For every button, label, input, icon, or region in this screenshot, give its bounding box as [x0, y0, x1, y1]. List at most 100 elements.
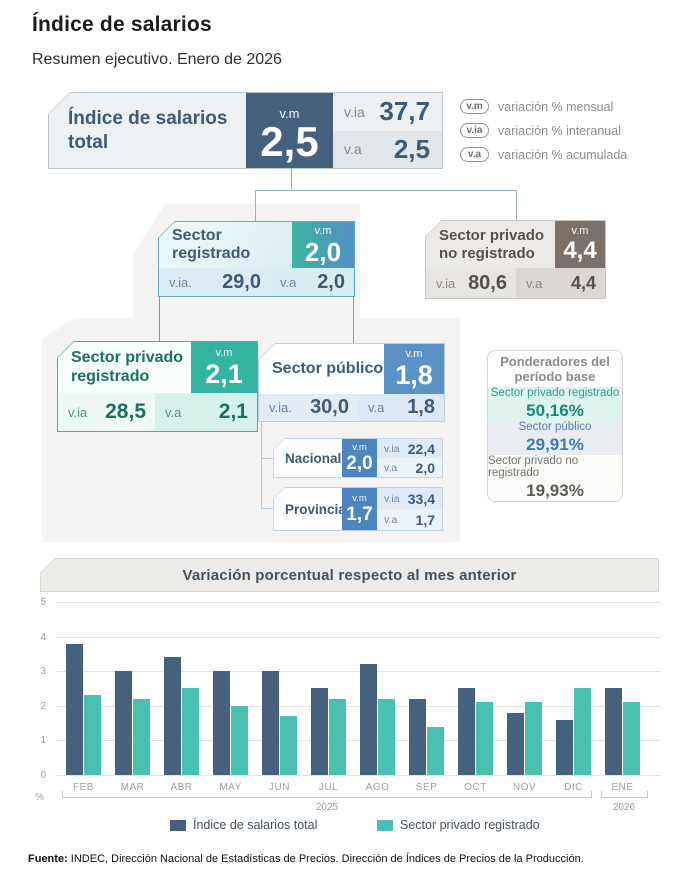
va-label: v.a [384, 513, 398, 526]
sector-registrado-va-cell: v.a 2,0 [270, 268, 354, 296]
provincial-box: Provincial v.m 1,7 v.ia 33,4 v.a 1,7 [273, 487, 443, 531]
privado-series-swatch [377, 819, 393, 831]
connector-stub-nacional [261, 458, 273, 459]
nacional-title: Nacional [274, 439, 342, 477]
year-label-2025: 2025 [315, 802, 339, 813]
vm-label: v.m [279, 106, 300, 121]
provincial-title: Provincial [274, 488, 350, 530]
bar-dic-total [556, 720, 573, 775]
bar-oct-privado [476, 702, 493, 775]
via-label: v.ia [384, 492, 400, 505]
x-axis-month-label: AGO [365, 782, 390, 793]
sector-privado-registrado-box: Sector privado registrado v.m 2,1 v.ia 2… [57, 341, 258, 432]
connector-to-no-registrado [516, 190, 517, 220]
va-value: 2,1 [218, 400, 248, 423]
y-axis-tick-label: 3 [40, 666, 46, 678]
va-value: 2,0 [317, 270, 345, 293]
via-value: 22,4 [407, 440, 435, 457]
total-side-columns: v.ia 37,7 v.a 2,5 [333, 93, 442, 168]
page-title: Índice de salarios [32, 13, 212, 36]
vm-value: 4,4 [563, 237, 597, 264]
source-text: INDEC, Dirección Nacional de Estadística… [67, 853, 584, 865]
bar-nov-privado [525, 702, 542, 775]
sector-publico-va-cell: v.a 1,8 [358, 394, 444, 421]
vm-value: 1,7 [346, 503, 373, 525]
spnr-va-cell: v.a 4,4 [516, 268, 605, 298]
ponderador-row: Sector privado no registrado 19,93% [488, 454, 622, 501]
chart-legend-item-privado: Sector privado registrado [377, 818, 540, 832]
via-value: 37,7 [379, 96, 430, 127]
bar-jun-total [262, 671, 279, 775]
spr-title: Sector privado registrado [58, 342, 191, 393]
total-box-title: Índice de salarios total [49, 93, 246, 168]
x-axis-month-label: MAR [120, 782, 145, 793]
x-axis-month-label: SEP [415, 782, 438, 793]
bar-feb-privado [84, 695, 101, 775]
chart-title-bar: Variación porcentual respecto al mes ant… [40, 558, 659, 592]
x-axis-month-label: ABR [170, 782, 193, 793]
vm-pill-label: variación % mensual [498, 99, 614, 114]
va-pill: v.a [460, 147, 489, 162]
bar-ago-total [360, 664, 377, 775]
connector-publico-children [261, 422, 262, 509]
via-value: 28,5 [105, 400, 146, 423]
nacional-via-cell: v.ia 22,4 [377, 439, 442, 458]
via-label: v.ia [344, 103, 365, 120]
x-axis-month-label: JUL [318, 782, 339, 793]
sector-registrado-title: Sector registrado [159, 222, 292, 268]
via-label: v.ia [436, 275, 456, 291]
vm-value: 2,0 [346, 452, 373, 474]
bracket-tick [601, 791, 602, 798]
chart-legend-item-total: Índice de salarios total [170, 818, 317, 832]
via-value: 29,0 [222, 270, 261, 293]
sector-publico-title: Sector público [259, 344, 384, 394]
bar-jun-privado [280, 716, 297, 775]
connector-to-registrado [255, 190, 256, 221]
via-value: 30,0 [310, 396, 349, 418]
va-label: v.a [344, 141, 362, 158]
provincial-vm-cell: v.m 1,7 [342, 488, 377, 530]
vm-label: v.m [314, 224, 332, 237]
sector-publico-vm-cell: v.m 1,8 [384, 344, 444, 394]
nacional-box: Nacional v.m 2,0 v.ia 22,4 v.a 2,0 [273, 438, 443, 478]
bar-dic-privado [574, 688, 591, 775]
ponderador-label: Sector privado no registrado [488, 454, 579, 480]
va-label: v.a [526, 275, 543, 291]
bar-abr-privado [182, 688, 199, 775]
va-value: 2,0 [415, 459, 435, 476]
bracket-tick [591, 791, 592, 798]
bar-sep-privado [427, 727, 444, 775]
total-series-label: Índice de salarios total [193, 818, 318, 832]
via-pill-label: variación % interanual [498, 123, 621, 138]
total-series-swatch [170, 819, 186, 831]
va-label: v.a [368, 400, 385, 415]
source-label: Fuente: [28, 853, 68, 865]
chart-title: Variación porcentual respecto al mes ant… [41, 559, 658, 591]
nacional-vm-cell: v.m 2,0 [342, 439, 377, 477]
gridline [55, 602, 661, 603]
year-bracket-2025 [62, 797, 592, 798]
bar-jul-privado [329, 699, 346, 775]
provincial-via-cell: v.ia 33,4 [377, 488, 442, 509]
page-subtitle: Resumen ejecutivo. Enero de 2026 [32, 51, 282, 68]
ponderador-label: Sector privado registrado [490, 387, 620, 400]
gridline [55, 740, 661, 742]
via-label: v.ia [384, 442, 400, 455]
x-axis-month-label: JUN [269, 782, 290, 793]
va-label: v.a [165, 404, 182, 420]
bar-oct-total [458, 688, 475, 775]
provincial-va-cell: v.a 1,7 [377, 509, 442, 530]
spr-via-cell: v.ia 28,5 [58, 393, 155, 431]
bar-feb-total [66, 644, 83, 775]
abbrev-legend-via: v.ia variación % interanual [460, 123, 621, 138]
via-label: v.ia. [269, 400, 292, 415]
gridline [55, 705, 661, 707]
ponderador-value: 19,93% [526, 481, 584, 500]
vm-label: v.m [352, 493, 367, 505]
x-axis-month-label: NOV [512, 782, 537, 793]
y-axis-tick-label: 4 [40, 631, 46, 643]
via-value: 80,6 [468, 271, 507, 294]
via-value: 33,4 [407, 490, 435, 507]
spnr-via-cell: v.ia 80,6 [426, 268, 516, 298]
